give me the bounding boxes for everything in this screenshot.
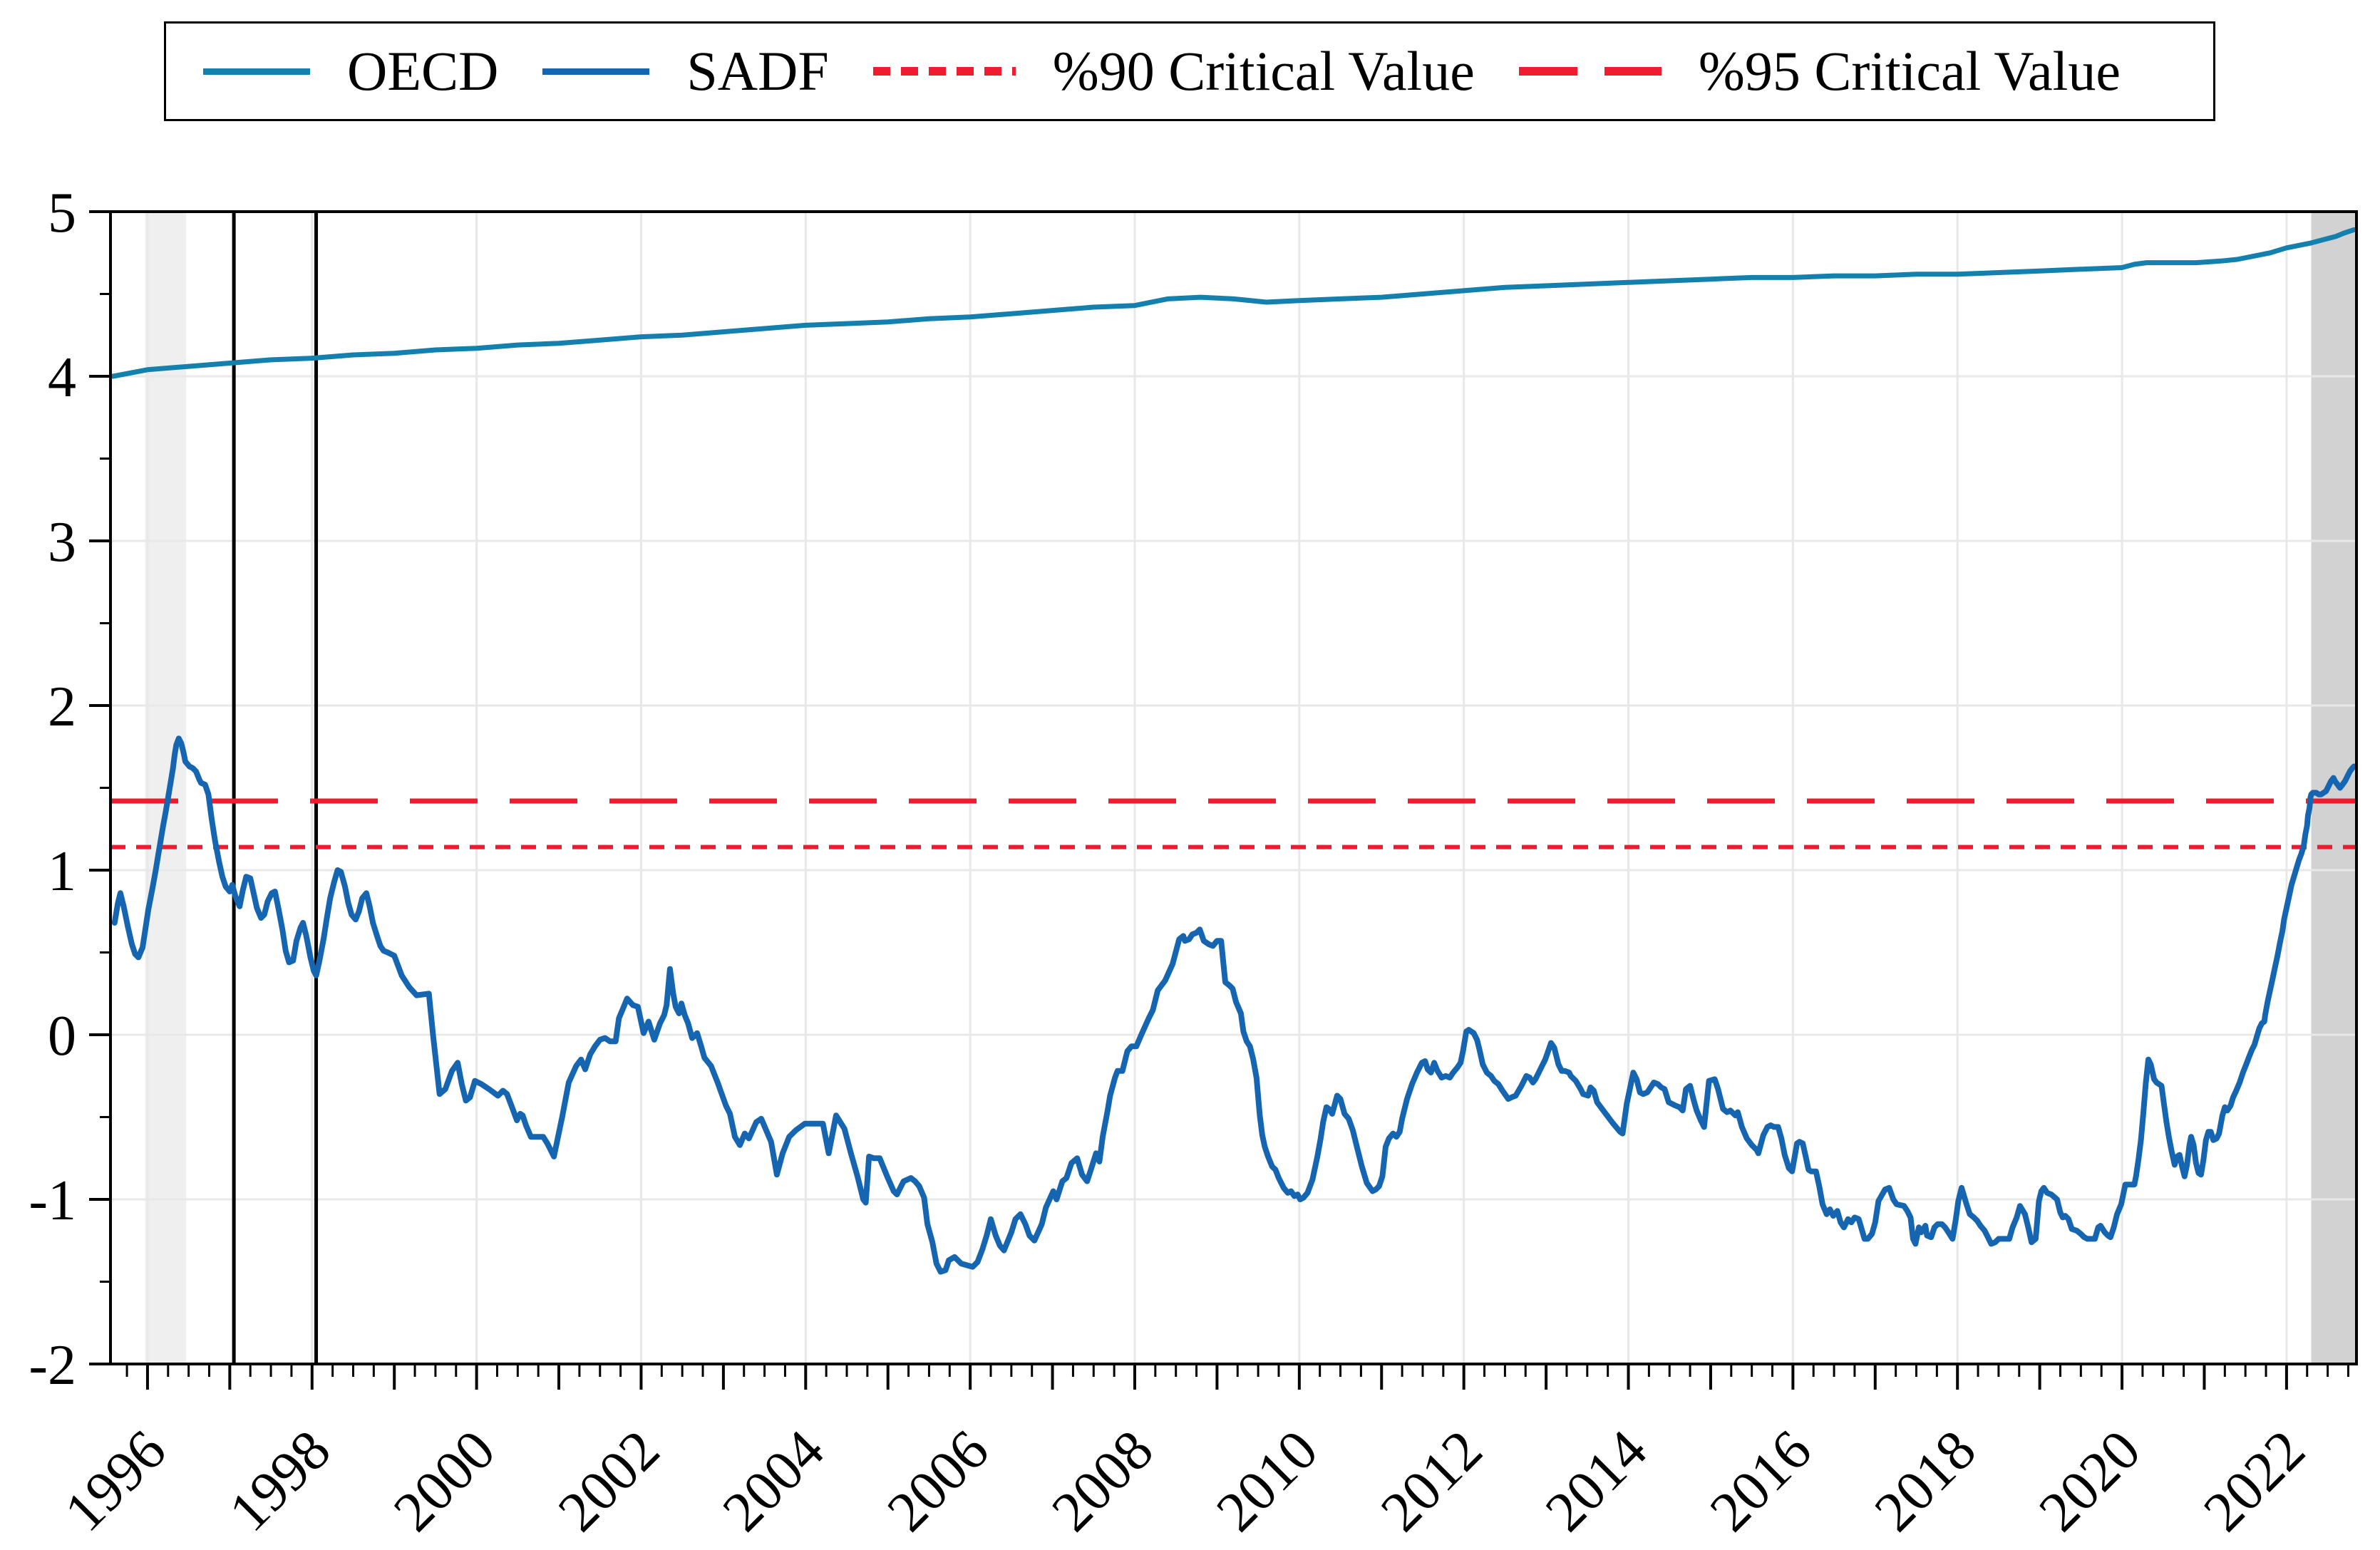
x-tick-label: 2008 [1040,1419,1165,1544]
sadf-line [111,735,2356,1275]
legend-item-oecd: OECD [203,43,498,99]
x-tick-label: 1998 [217,1419,342,1544]
x-tick-label: 2020 [2027,1419,2152,1544]
legend: OECD SADF %90 Critical Value %95 Critica… [164,21,2215,121]
y-tick-label: 1 [48,840,76,903]
y-tick-label: 5 [48,182,76,244]
legend-item-cv90: %90 Critical Value [872,40,1475,102]
x-tick-label: 2010 [1205,1419,1329,1544]
legend-label-sadf: SADF [686,40,829,102]
legend-item-cv95: %95 Critical Value [1518,40,2121,102]
sadf-line-swatch [542,68,650,75]
y-tick-label: -2 [29,1334,76,1397]
x-tick-label: 1996 [53,1419,177,1544]
y-tick-label: 4 [48,346,76,409]
legend-label-oecd: OECD [347,40,499,102]
legend-item-sadf: SADF [542,40,829,102]
legend-label-cv95: %95 Critical Value [1698,40,2121,102]
x-tick-label: 2016 [1699,1419,1823,1544]
x-tick-label: 2000 [382,1419,507,1544]
y-tick-label: 3 [48,511,76,574]
y-tick-label: 0 [48,1005,76,1068]
shaded-band [145,212,187,1364]
x-tick-label: 2012 [1369,1419,1494,1544]
x-tick-label: 2022 [2192,1419,2317,1544]
oecd-line [110,227,2356,379]
cv90-line-swatch [872,67,1016,76]
oecd-line-swatch [203,68,310,75]
cv95-line-swatch [1518,67,1662,76]
x-tick-label: 2004 [711,1419,836,1544]
x-tick-label: 2014 [1534,1419,1659,1544]
shaded-band [2311,212,2356,1364]
x-tick-label: 2018 [1863,1419,1988,1544]
legend-label-cv90: %90 Critical Value [1052,40,1475,102]
y-tick-label: -1 [29,1169,76,1232]
plot-frame [109,210,2358,1365]
x-tick-label: 2002 [547,1419,671,1544]
x-tick-label: 2006 [876,1419,1001,1544]
y-tick-label: 2 [48,676,76,738]
